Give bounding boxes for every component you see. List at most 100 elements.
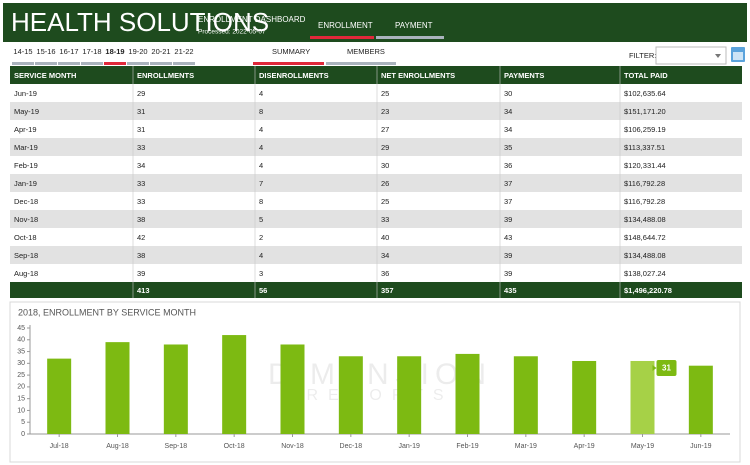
- year-tab[interactable]: 19-20: [128, 47, 147, 56]
- column-header: PAYMENTS: [504, 71, 544, 80]
- table-row: [10, 156, 742, 174]
- bar[interactable]: [630, 360, 655, 434]
- table-cell: 4: [259, 161, 263, 170]
- table-row: [10, 228, 742, 246]
- table-cell: $148,644.72: [624, 233, 666, 242]
- tab-underline: [310, 36, 374, 39]
- year-tab-underline: [35, 62, 57, 65]
- year-tab-underline: [58, 62, 80, 65]
- bar[interactable]: [280, 344, 305, 434]
- sub-tab-members[interactable]: MEMBERS: [347, 47, 385, 56]
- total-cell: 357: [381, 286, 394, 295]
- y-tick-label: 30: [17, 360, 25, 367]
- table-cell: 34: [504, 107, 512, 116]
- y-tick-label: 0: [21, 431, 25, 438]
- header-bar: [3, 3, 747, 42]
- table-row: [10, 264, 742, 282]
- table-cell: 34: [381, 251, 389, 260]
- column-header: SERVICE MONTH: [14, 71, 76, 80]
- y-tick-label: 35: [17, 348, 25, 355]
- table-cell: $120,331.44: [624, 161, 666, 170]
- table-cell: 7: [259, 179, 263, 188]
- bar[interactable]: [572, 360, 597, 434]
- x-tick-label: Sep-18: [165, 443, 188, 450]
- table-cell: 43: [504, 233, 512, 242]
- y-tick-label: 25: [17, 372, 25, 379]
- bar[interactable]: [397, 356, 422, 434]
- table-cell: 38: [137, 251, 145, 260]
- table-cell: 40: [381, 233, 389, 242]
- x-tick-label: May-19: [631, 443, 654, 450]
- table-cell: 26: [381, 179, 389, 188]
- tab-payment[interactable]: PAYMENT: [395, 21, 433, 30]
- year-tab[interactable]: 21-22: [174, 47, 193, 56]
- table-cell: $116,792.28: [624, 197, 665, 206]
- table-cell: 34: [137, 161, 145, 170]
- column-header: DISENROLLMENTS: [259, 71, 329, 80]
- table-cell: 8: [259, 197, 263, 206]
- year-tab-underline: [150, 62, 172, 65]
- table-cell: 36: [504, 161, 512, 170]
- filter-select[interactable]: [655, 46, 727, 65]
- table-cell: Jun-19: [14, 89, 37, 98]
- bar[interactable]: [105, 342, 130, 434]
- year-tab[interactable]: 15-16: [36, 47, 55, 56]
- year-tab[interactable]: 16-17: [59, 47, 78, 56]
- x-tick-label: Oct-18: [224, 443, 245, 450]
- table-row: [10, 84, 742, 102]
- table-cell: 33: [137, 143, 145, 152]
- x-tick-label: Dec-18: [340, 443, 363, 450]
- table-cell: 23: [381, 107, 389, 116]
- column-header: NET ENROLLMENTS: [381, 71, 455, 80]
- column-header: ENROLLMENTS: [137, 71, 194, 80]
- total-cell: 413: [137, 286, 150, 295]
- sub-tab-summary[interactable]: SUMMARY: [272, 47, 310, 56]
- table-cell: 35: [504, 143, 512, 152]
- watermark: REPORTS: [306, 387, 453, 404]
- table-cell: Jan-19: [14, 179, 37, 188]
- total-cell: 56: [259, 286, 267, 295]
- table-row: [10, 174, 742, 192]
- year-tab-underline: [127, 62, 149, 65]
- y-tick-label: 15: [17, 396, 25, 403]
- calendar-grid: [733, 52, 743, 60]
- tooltip-pointer: [652, 364, 657, 371]
- bar[interactable]: [222, 335, 247, 434]
- y-tick-label: 10: [17, 407, 25, 414]
- column-header: TOTAL PAID: [624, 71, 668, 80]
- table-cell: 36: [381, 269, 389, 278]
- total-cell: $1,496,220.78: [624, 286, 672, 295]
- year-tab[interactable]: 14-15: [13, 47, 32, 56]
- year-tab[interactable]: 17-18: [82, 47, 101, 56]
- tab-enrollment[interactable]: ENROLLMENT: [318, 21, 373, 30]
- table-cell: 39: [504, 251, 512, 260]
- bar[interactable]: [338, 356, 363, 434]
- table-cell: 31: [137, 125, 145, 134]
- table-cell: Sep-18: [14, 251, 38, 260]
- table-cell: Nov-18: [14, 215, 38, 224]
- table-cell: Aug-18: [14, 269, 38, 278]
- bar[interactable]: [455, 353, 480, 434]
- table-cell: $151,171.20: [624, 107, 666, 116]
- table-row: [10, 192, 742, 210]
- bar[interactable]: [163, 344, 188, 434]
- table-cell: 39: [504, 215, 512, 224]
- table-cell: 38: [137, 215, 145, 224]
- year-tab-underline: [12, 62, 34, 65]
- table-cell: 33: [381, 215, 389, 224]
- bar[interactable]: [513, 356, 538, 434]
- table-cell: 33: [137, 179, 145, 188]
- year-tab-underline: [104, 62, 126, 65]
- bar[interactable]: [688, 365, 713, 434]
- table-cell: 27: [381, 125, 389, 134]
- year-tab[interactable]: 20-21: [151, 47, 170, 56]
- table-header: [10, 66, 742, 84]
- app-title: HEALTH SOLUTIONS: [11, 7, 269, 37]
- table-cell: 4: [259, 251, 263, 260]
- bar[interactable]: [47, 358, 72, 434]
- x-tick-label: Jul-18: [50, 443, 69, 450]
- year-tab[interactable]: 18-19: [105, 47, 124, 56]
- table-cell: Feb-19: [14, 161, 38, 170]
